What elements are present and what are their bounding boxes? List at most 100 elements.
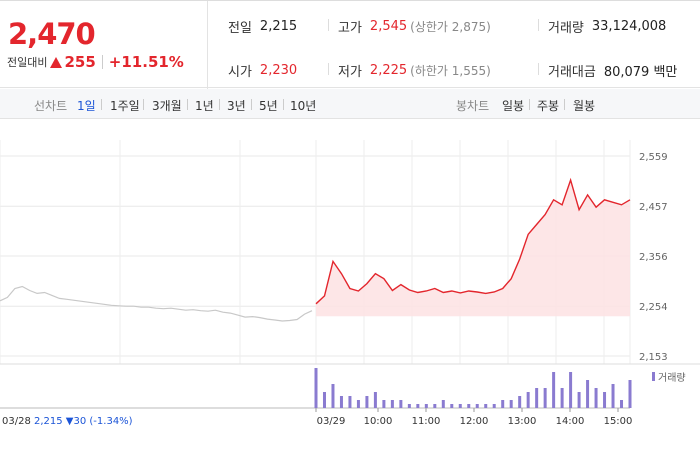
volume-bar: [628, 380, 632, 408]
x-tick-label: 10:00: [364, 416, 393, 427]
stat-label: 시가: [228, 65, 252, 80]
candle-monthly[interactable]: 월봉: [573, 99, 596, 113]
line-chart-label: 선차트: [34, 99, 68, 113]
price-line: [315, 177, 631, 305]
y-tick-label: 2,559: [639, 152, 668, 163]
volume-bar: [433, 404, 437, 408]
volume-bar: [620, 400, 624, 408]
y-tick-label: 2,153: [639, 352, 668, 363]
period-5y[interactable]: 5년: [259, 99, 278, 113]
change-row: 전일대비 255 +11.51%: [7, 53, 184, 71]
divider: [283, 99, 284, 110]
period-1y[interactable]: 1년: [195, 99, 214, 113]
x-tick-label: 14:00: [556, 416, 585, 427]
stat-label: 거래대금: [548, 65, 596, 80]
price-area: [316, 180, 630, 317]
x-tick-label: 13:00: [508, 416, 537, 427]
volume-bar: [560, 388, 564, 408]
stat-sub: (하한가 1,555): [410, 64, 491, 78]
stat-prev-close: 전일 2,215: [228, 17, 297, 36]
volume-bar: [348, 396, 352, 408]
volume-bar: [373, 392, 377, 408]
period-3m[interactable]: 3개월: [152, 99, 182, 113]
volume-bar: [569, 372, 573, 408]
volume-bar: [339, 396, 343, 408]
x-tick-label: 11:00: [412, 416, 441, 427]
volume-bar: [603, 392, 607, 408]
volume-bar: [577, 392, 581, 408]
candle-daily[interactable]: 일봉: [502, 99, 525, 113]
stat-label: 전일: [228, 21, 252, 36]
chart-svg: 2,559 2,457 2,356 2,254 2,153 거래량 03/29 10:00 11…: [0, 140, 700, 427]
period-3y[interactable]: 3년: [227, 99, 246, 113]
volume-bar: [611, 384, 615, 408]
volume-bar: [526, 392, 530, 408]
change-label: 전일대비: [7, 56, 48, 69]
change-value: 255: [64, 53, 96, 71]
volume-bar: [535, 388, 539, 408]
volume-bar: [356, 400, 360, 408]
divider: [101, 99, 102, 110]
volume-bar: [594, 388, 598, 408]
quote-header: 2,470 전일대비 255 +11.51% 전일 2,215 고가 2,545…: [0, 0, 700, 89]
divider: [143, 99, 144, 110]
volume-bar: [441, 400, 445, 408]
volume-bar: [543, 388, 547, 408]
volume-bar: [382, 400, 386, 408]
volume-bar: [331, 384, 335, 408]
stat-value: 33,124,008: [591, 19, 667, 34]
change-rate: +11.51%: [108, 53, 184, 71]
stat-volume: 거래량 33,124,008: [537, 17, 667, 36]
stat-label: 고가: [338, 21, 362, 36]
y-tick-label: 2,457: [639, 202, 668, 213]
x-tick-label: 15:00: [604, 416, 633, 427]
volume-bar: [552, 372, 556, 408]
period-10y[interactable]: 10년: [290, 99, 317, 113]
divider: [251, 99, 252, 110]
volume-bar: [424, 404, 428, 408]
divider: [529, 99, 530, 110]
prev-day-line: [0, 285, 313, 322]
volume-bar: [518, 396, 522, 408]
stat-value: 2,230: [259, 63, 298, 78]
price-summary: 2,470 전일대비 255 +11.51%: [0, 1, 208, 89]
period-1d[interactable]: 1일: [77, 99, 96, 113]
stat-amount: 거래대금 80,079 백만: [537, 61, 677, 80]
volume-bar: [399, 400, 403, 408]
y-tick-label: 2,254: [639, 302, 668, 313]
stat-value: 2,215: [259, 19, 298, 34]
price-chart[interactable]: 2,559 2,457 2,356 2,254 2,153 거래량 03/29 10:00 11…: [0, 120, 700, 450]
x-tick-label: 03/29: [317, 416, 346, 427]
volume-legend-label: 거래량: [658, 372, 686, 384]
volume-bar: [407, 404, 411, 408]
volume-bar: [484, 404, 488, 408]
volume-bar: [416, 404, 420, 408]
stat-sub: (상한가 2,875): [410, 20, 491, 34]
x-tick-label: 12:00: [460, 416, 489, 427]
up-triangle-icon: [50, 56, 63, 68]
chart-toolbar: 선차트 1일 1주일 3개월 1년 3년 5년 10년 봉차트 일봉 주봉 월봉: [0, 89, 700, 119]
y-tick-label: 2,356: [639, 252, 668, 263]
stat-label: 저가: [338, 65, 362, 80]
divider: [564, 99, 565, 110]
divider: [101, 55, 103, 69]
volume-bar: [450, 404, 454, 408]
candle-chart-label: 봉차트: [456, 99, 490, 113]
volume-bar: [314, 368, 318, 408]
stat-value: 2,225: [369, 63, 408, 78]
volume-bar: [365, 396, 369, 408]
divider: [187, 99, 188, 110]
volume-bar: [390, 400, 394, 408]
stat-low: 저가 2,225 (하한가 1,555): [328, 61, 491, 80]
volume-bar: [322, 392, 326, 408]
candle-weekly[interactable]: 주봉: [537, 99, 560, 113]
divider: [219, 99, 220, 110]
stat-value: 2,545: [369, 19, 408, 34]
volume-bar: [467, 404, 471, 408]
volume-bar: [492, 404, 496, 408]
stat-open: 시가 2,230: [228, 61, 297, 80]
period-1w[interactable]: 1주일: [110, 99, 140, 113]
volume-bar: [586, 380, 590, 408]
current-price: 2,470: [8, 17, 96, 51]
stat-high: 고가 2,545 (상한가 2,875): [328, 17, 491, 36]
